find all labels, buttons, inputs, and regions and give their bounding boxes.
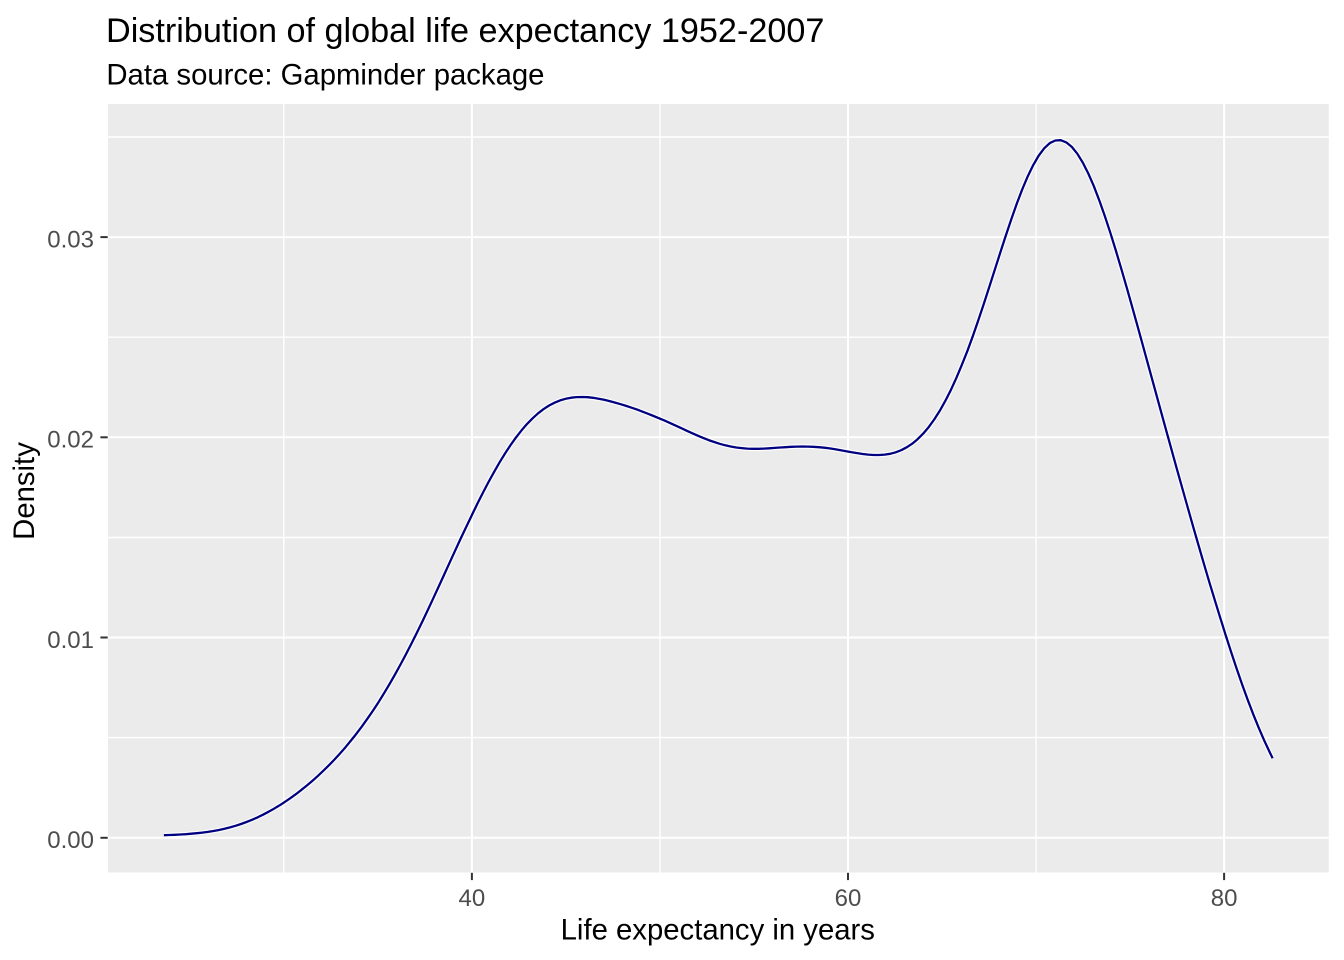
svg-text:0.02: 0.02	[47, 427, 94, 454]
svg-text:Life expectancy in years: Life expectancy in years	[561, 914, 875, 947]
svg-text:Density: Density	[8, 442, 41, 540]
svg-text:0.01: 0.01	[47, 627, 94, 654]
svg-text:0.03: 0.03	[47, 226, 94, 253]
svg-text:80: 80	[1211, 885, 1238, 912]
svg-text:60: 60	[835, 885, 862, 912]
svg-text:0.00: 0.00	[47, 827, 94, 854]
svg-text:40: 40	[459, 885, 486, 912]
svg-text:Distribution of global life ex: Distribution of global life expectancy 1…	[106, 12, 824, 50]
svg-text:Data source: Gapminder package: Data source: Gapminder package	[106, 59, 544, 92]
